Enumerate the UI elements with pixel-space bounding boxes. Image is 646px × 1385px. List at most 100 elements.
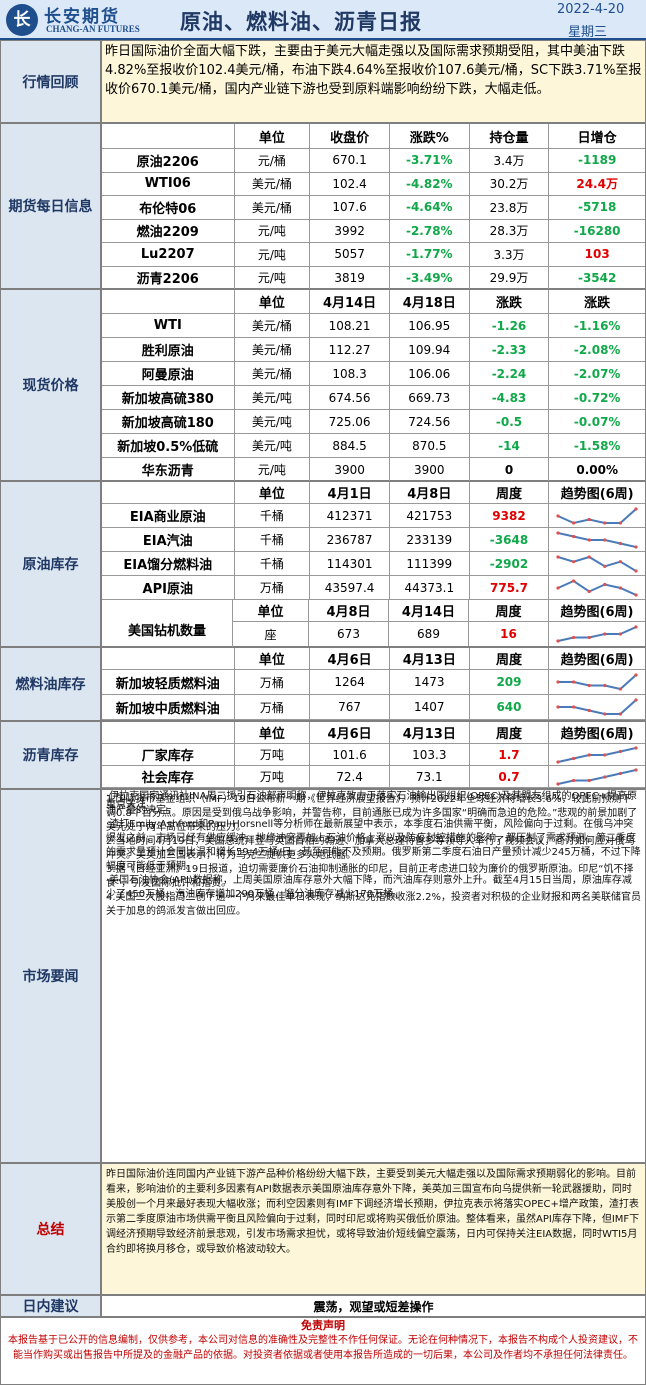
change-percent: -0.72%	[573, 390, 621, 405]
spot-name: 胜利原油	[102, 338, 235, 361]
inventory-row: 新加坡中质燃料油 万桶 767 1407 640	[102, 695, 645, 720]
table-header-cell: 趋势图(6周)	[560, 727, 634, 742]
unit-cell: 元/吨	[235, 243, 311, 266]
sparkline-point	[618, 520, 623, 525]
inventory-prev: 72.4	[310, 766, 390, 787]
table-header-cell: 持仓量	[470, 124, 550, 148]
sparkline-point	[634, 544, 638, 549]
brand-name-en: CHANG-AN FUTURES	[46, 24, 140, 34]
spot-row: 阿曼原油 美元/桶 108.3 106.06 -2.24 -2.07%	[102, 362, 645, 386]
sparkline	[558, 699, 637, 715]
unit-cell: 万吨	[235, 766, 311, 787]
sparkline	[557, 507, 637, 524]
crude-inventory-table: 单位 4月1日 4月8日 周度 趋势图(6周) EIA商业原油 千桶 412371 421753…	[101, 481, 646, 647]
trend-cell	[549, 504, 645, 527]
inventory-row: 厂家库存 万吨 101.6 103.3 1.7	[102, 744, 645, 766]
sparkline-point	[556, 530, 560, 535]
sparkline-point	[572, 578, 576, 583]
sparkline-point	[587, 635, 591, 640]
price-latest: 109.94	[390, 338, 470, 361]
sparkline	[557, 579, 637, 596]
instrument-name: 燃油2209	[102, 219, 235, 242]
inventory-name: 社会库存	[102, 766, 235, 787]
sparkline-point	[587, 517, 591, 521]
sparkline-point	[603, 774, 607, 779]
futures-row: 原油2206 元/桶 670.1 -3.71% 3.4万 -1189	[102, 149, 645, 173]
weekly-change: 9382	[470, 504, 550, 527]
sparkline-point	[603, 582, 607, 586]
table-header-cell: 单位	[235, 290, 311, 313]
sparkline-point	[603, 537, 607, 542]
sparkline-point	[634, 767, 638, 772]
fuel-inventory-table: 单位 4月6日 4月13日 周度 趋势图(6周) 新加坡轻质燃料油 万桶 1264 1473 20…	[101, 647, 646, 721]
company-logo-icon: 长	[6, 4, 38, 36]
sparkline	[558, 674, 637, 691]
instrument-name: 布伦特06	[102, 196, 235, 219]
daily-oi-change: 24.4万	[576, 177, 618, 192]
unit-cell: 万桶	[235, 576, 311, 599]
news-text-2: ·伊拉克国家通讯社INA周二援引石油部声明称，伊拉克致力于落实石油输出国组织(O…	[106, 791, 641, 900]
unit-cell: 万桶	[235, 695, 311, 719]
futures-row: 燃油2209 元/吨 3992 -2.78% 28.3万 -16280	[102, 219, 645, 243]
sparkline-point	[572, 534, 576, 538]
open-interest: 30.2万	[470, 172, 550, 195]
inventory-prev: 114301	[310, 552, 390, 575]
sparkline-point	[634, 698, 638, 702]
sparkline-point	[556, 554, 560, 559]
sparkline-point	[587, 778, 591, 782]
table-header-cell: 趋势图(6周)	[560, 605, 634, 620]
trend-cell	[549, 695, 645, 719]
futures-table: 单位 收盘价 涨跌% 持仓量 日增仓 原油2206 元/桶 670.1 -3.71% 3.4万 -1…	[101, 123, 646, 290]
futures-row: 沥青2206 元/吨 3819 -3.49% 29.9万 -3542	[102, 266, 645, 290]
unit-cell: 美元/吨	[235, 386, 311, 409]
sparkline	[557, 746, 637, 763]
table-header-cell: 4月13日	[390, 722, 470, 743]
sparkline-point	[603, 520, 607, 525]
trend-cell	[549, 622, 645, 646]
price-latest: 106.95	[390, 314, 470, 337]
trend-sparkline	[556, 745, 638, 764]
spot-name: WTI	[102, 314, 235, 337]
sparkline-point	[603, 752, 607, 757]
table-header-cell: 趋势图(6周)	[560, 653, 634, 668]
inventory-row: EIA馏分燃料油 千桶 114301 111399 -2902	[102, 552, 645, 576]
unit-cell: 美元/吨	[235, 434, 311, 457]
table-header-cell: 4月6日	[310, 722, 390, 743]
table-header-cell	[102, 648, 235, 669]
weekly-change: -2902	[470, 552, 550, 575]
rig-prev: 673	[309, 622, 389, 646]
change-percent: 0.00%	[576, 462, 618, 477]
weekly-change: -3648	[470, 528, 550, 551]
spot-table: 单位 4月14日 4月18日 涨跌 涨跌 WTI 美元/桶 108.21 106.95 -1.26…	[101, 289, 646, 482]
sparkline-point	[556, 680, 560, 684]
trend-sparkline	[556, 578, 638, 597]
unit-cell: 千桶	[235, 504, 311, 527]
trend-cell	[549, 552, 645, 575]
table-header-cell	[102, 124, 235, 148]
table-header-cell: 收盘价	[310, 124, 390, 148]
inventory-prev: 236787	[310, 528, 390, 551]
instrument-name: 原油2206	[102, 149, 235, 172]
change-value: -2.24	[470, 362, 550, 385]
report-weekday: 星期三	[568, 25, 608, 40]
weekly-change: 640	[470, 695, 550, 719]
sparkline	[557, 555, 637, 572]
weekly-change: 209	[470, 670, 550, 694]
price-latest: 724.56	[390, 410, 470, 433]
instrument-name: WTI06	[102, 172, 235, 195]
disclaimer-box: 免责声明 本报告基于已公开的信息编制，仅供参考，本公司对信息的准确性及完整性不作…	[0, 1317, 646, 1385]
inventory-name: 新加坡中质燃料油	[102, 695, 235, 719]
close-price: 3992	[310, 219, 390, 242]
asphalt_inv-header-row: 单位 4月6日 4月13日 周度 趋势图(6周)	[102, 722, 645, 744]
table-header-cell: 单位	[235, 648, 311, 669]
instrument-name: 沥青2206	[102, 266, 235, 289]
unit-cell: 元/吨	[235, 458, 311, 481]
disclaimer-title: 免责声明	[301, 1319, 345, 1332]
table-header-cell: 4月14日	[310, 290, 390, 313]
daily-oi-change: -3542	[577, 270, 617, 285]
price-prev: 884.5	[310, 434, 390, 457]
unit-cell: 万吨	[235, 744, 311, 765]
sparkline-point	[618, 712, 623, 716]
sparkline	[557, 768, 637, 785]
inventory-prev: 1264	[310, 670, 390, 694]
